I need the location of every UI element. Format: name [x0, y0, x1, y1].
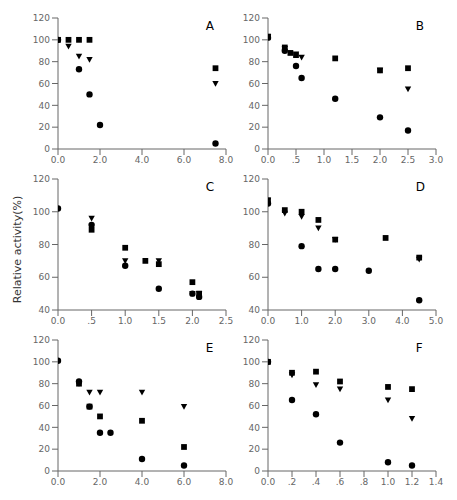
svg-text:2.0: 2.0 — [373, 155, 388, 165]
svg-text:0: 0 — [44, 144, 50, 154]
svg-text:120: 120 — [243, 335, 260, 345]
svg-text:8.0: 8.0 — [219, 155, 234, 165]
svg-text:2.0: 2.0 — [328, 316, 343, 326]
svg-text:.8: .8 — [360, 477, 369, 487]
svg-text:20: 20 — [249, 444, 261, 454]
html-text:A: A — [205, 19, 214, 33]
svg-text:40: 40 — [39, 305, 51, 315]
svg-text:1.0: 1.0 — [317, 155, 332, 165]
svg-text:60: 60 — [39, 401, 51, 411]
svg-text:2.0: 2.0 — [185, 316, 200, 326]
svg-text:40: 40 — [39, 101, 51, 111]
html-text:C: C — [205, 180, 215, 194]
svg-text:120: 120 — [33, 335, 50, 345]
svg-text:.6: .6 — [336, 477, 345, 487]
svg-text:80: 80 — [249, 57, 261, 67]
svg-text:0.0: 0.0 — [51, 155, 66, 165]
svg-text:100: 100 — [243, 35, 260, 45]
svg-text:Relative activity(%): Relative activity(%) — [11, 196, 24, 303]
svg-text:6.0: 6.0 — [177, 477, 192, 487]
html-text:B: B — [415, 19, 425, 33]
svg-text:8.0: 8.0 — [219, 477, 234, 487]
svg-text:4.0: 4.0 — [395, 316, 410, 326]
svg-text:80: 80 — [249, 240, 261, 250]
svg-text:0.0: 0.0 — [51, 477, 66, 487]
svg-text:1.0: 1.0 — [294, 316, 309, 326]
svg-text:1.2: 1.2 — [405, 477, 419, 487]
svg-text:0.0: 0.0 — [261, 155, 276, 165]
html-text:F: F — [415, 341, 423, 355]
svg-text:80: 80 — [39, 379, 51, 389]
svg-text:60: 60 — [39, 79, 51, 89]
svg-text:.4: .4 — [312, 477, 321, 487]
svg-text:3.0: 3.0 — [362, 316, 377, 326]
svg-text:1.4: 1.4 — [429, 477, 444, 487]
svg-text:2.5: 2.5 — [219, 316, 233, 326]
svg-text:.2: .2 — [288, 477, 297, 487]
svg-text:20: 20 — [249, 122, 261, 132]
svg-text:60: 60 — [39, 272, 51, 282]
svg-text:.5: .5 — [292, 155, 301, 165]
svg-text:4.0: 4.0 — [135, 477, 150, 487]
svg-text:0: 0 — [254, 144, 260, 154]
svg-text:80: 80 — [249, 379, 261, 389]
svg-text:60: 60 — [249, 401, 261, 411]
svg-text:40: 40 — [249, 101, 261, 111]
svg-text:40: 40 — [249, 423, 261, 433]
svg-text:20: 20 — [39, 122, 51, 132]
svg-text:120: 120 — [33, 13, 50, 23]
svg-text:2.0: 2.0 — [93, 155, 108, 165]
svg-text:60: 60 — [249, 79, 261, 89]
svg-text:2.5: 2.5 — [401, 155, 415, 165]
svg-text:20: 20 — [39, 444, 51, 454]
svg-text:40: 40 — [249, 305, 261, 315]
svg-text:6.0: 6.0 — [177, 155, 192, 165]
svg-text:1.5: 1.5 — [152, 316, 166, 326]
html-text:D: D — [415, 180, 426, 194]
svg-text:120: 120 — [33, 174, 50, 184]
svg-text:100: 100 — [33, 207, 50, 217]
svg-text:0.0: 0.0 — [261, 477, 276, 487]
svg-text:100: 100 — [33, 35, 50, 45]
svg-text:40: 40 — [39, 423, 51, 433]
svg-text:0.0: 0.0 — [261, 316, 276, 326]
svg-text:80: 80 — [39, 240, 51, 250]
svg-text:0: 0 — [44, 466, 50, 476]
svg-text:0: 0 — [254, 466, 260, 476]
svg-text:100: 100 — [243, 357, 260, 367]
svg-text:1.0: 1.0 — [118, 316, 133, 326]
svg-text:2.0: 2.0 — [93, 477, 108, 487]
svg-text:120: 120 — [243, 13, 260, 23]
svg-text:.5: .5 — [87, 316, 96, 326]
svg-text:100: 100 — [33, 357, 50, 367]
svg-text:3.0: 3.0 — [429, 155, 444, 165]
svg-text:120: 120 — [243, 174, 260, 184]
svg-text:5.0: 5.0 — [429, 316, 444, 326]
svg-text:80: 80 — [39, 57, 51, 67]
svg-text:60: 60 — [249, 272, 261, 282]
svg-text:1.0: 1.0 — [381, 477, 396, 487]
svg-text:0.0: 0.0 — [51, 316, 66, 326]
svg-text:1.5: 1.5 — [345, 155, 359, 165]
html-text:E: E — [205, 341, 214, 355]
svg-text:100: 100 — [243, 207, 260, 217]
svg-text:4.0: 4.0 — [135, 155, 150, 165]
